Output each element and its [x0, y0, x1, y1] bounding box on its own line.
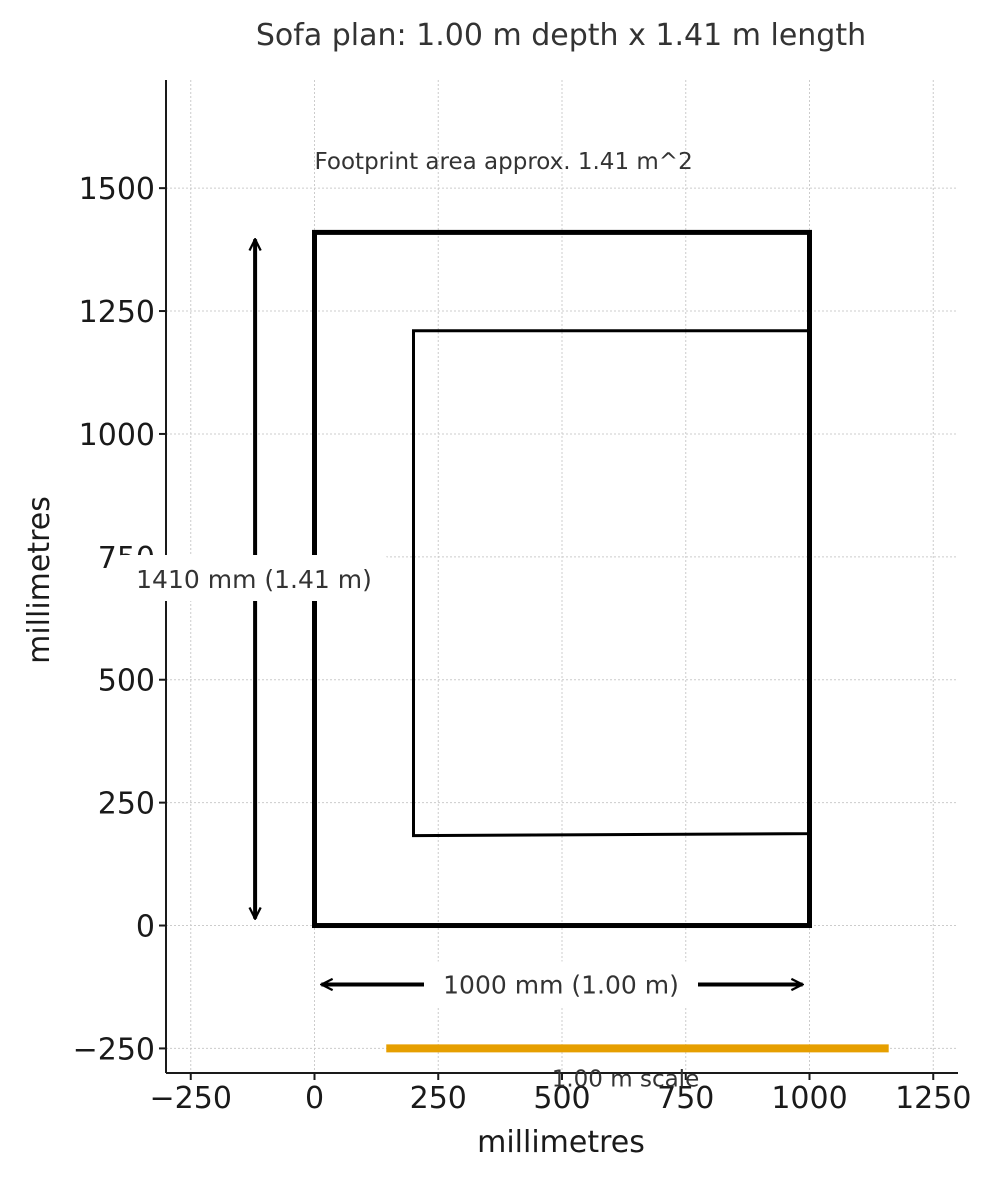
y-tick-label: 1500: [79, 172, 155, 207]
plan-shapes: [255, 229, 889, 1053]
scale-bar-label: 1.00 m scale: [552, 1066, 700, 1092]
seat-area-outline: [412, 329, 811, 838]
depth-label-box: [424, 961, 698, 1008]
y-tick-label: −250: [73, 1032, 155, 1067]
length-dimension-label: 1410 mm (1.41 m): [136, 565, 372, 594]
x-tick-label: 750: [657, 1081, 714, 1116]
x-tick-label: 0: [305, 1081, 324, 1116]
annotations: 1.00 m scale 1410 mm (1.41 m) 1000 mm (1.0…: [116, 149, 699, 1092]
y-tick-label: 0: [136, 910, 155, 945]
depth-dimension-label: 1000 mm (1.00 m): [443, 971, 679, 1000]
y-tick-label: 500: [98, 664, 155, 699]
y-tick-label: 250: [98, 787, 155, 822]
x-tick-label: 1250: [895, 1081, 971, 1116]
y-tick-label: 1250: [79, 295, 155, 330]
x-tick-label: 1000: [771, 1081, 847, 1116]
y-tick-label: 1000: [79, 418, 155, 453]
footprint-area-label: Footprint area approx. 1.41 m^2: [315, 149, 693, 175]
length-label-box: [116, 554, 388, 601]
y-axis-label: millimetres: [22, 496, 57, 664]
x-tick-label: 250: [410, 1081, 467, 1116]
chart-title: Sofa plan: 1.00 m depth x 1.41 m length: [256, 18, 866, 53]
x-axis-label: millimetres: [477, 1125, 645, 1160]
x-tick-label: 500: [533, 1081, 590, 1116]
x-tick-label: −250: [150, 1081, 232, 1116]
